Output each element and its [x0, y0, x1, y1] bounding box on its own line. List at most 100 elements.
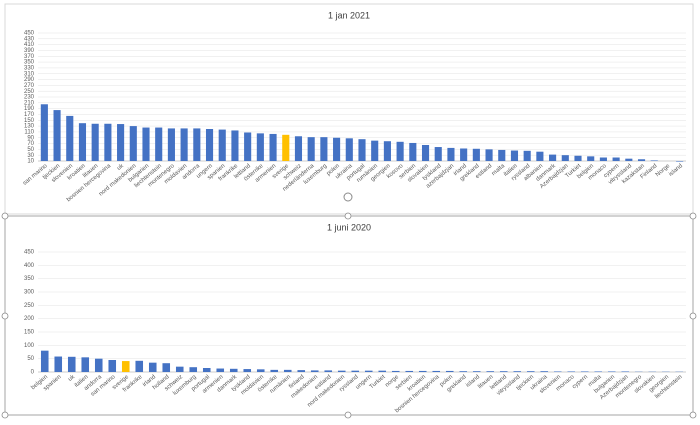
bar: [405, 370, 414, 372]
chart-frame-selected[interactable]: [4, 215, 694, 416]
bar: [486, 371, 495, 372]
y-tick-label: 170: [24, 112, 35, 118]
bar: [567, 371, 576, 372]
bar: [310, 370, 319, 372]
y-tick-label: 300: [24, 290, 35, 296]
bar: [561, 155, 569, 161]
bar: [40, 350, 49, 372]
bar: [108, 360, 117, 372]
x-tick-label: uk: [116, 163, 125, 172]
y-tick-label: 350: [24, 60, 35, 66]
bar: [135, 360, 144, 372]
bar: [189, 367, 198, 372]
y-tick-label: 110: [24, 129, 34, 135]
bar: [231, 130, 239, 161]
bar: [459, 371, 468, 372]
bar: [536, 151, 544, 161]
bar: [485, 149, 493, 161]
rotate-handle[interactable]: [343, 192, 353, 202]
x-tick-label: uk: [67, 374, 76, 383]
bar: [594, 371, 603, 372]
bar: [193, 128, 201, 161]
y-tick-label: 330: [24, 65, 35, 71]
bar: [650, 160, 658, 161]
bar: [498, 149, 506, 161]
y-tick-label: 250: [24, 89, 35, 95]
bar: [167, 128, 175, 161]
bar: [553, 371, 562, 372]
chart-title: 1 juni 2020: [327, 222, 371, 232]
bar: [282, 134, 290, 161]
bar: [351, 370, 360, 372]
y-tick-label: 370: [24, 54, 35, 60]
y-tick-label: 150: [24, 118, 35, 124]
bar: [256, 369, 265, 372]
bar: [202, 368, 211, 372]
y-tick-label: 290: [24, 77, 35, 83]
bar: [104, 123, 112, 161]
y-tick-label: 50: [27, 147, 34, 153]
y-tick-label: 430: [24, 36, 35, 42]
bar: [320, 137, 328, 161]
bar: [587, 156, 595, 161]
bar: [396, 141, 404, 161]
bar: [358, 139, 366, 161]
bar: [612, 157, 620, 161]
bar: [129, 126, 137, 161]
bar: [78, 123, 87, 161]
bar: [391, 370, 400, 372]
bar: [175, 366, 184, 372]
bar: [345, 138, 353, 161]
y-tick-label: 70: [27, 141, 34, 147]
bar: [625, 158, 633, 161]
bar: [40, 104, 48, 161]
bar: [607, 371, 616, 372]
bar: [324, 370, 333, 372]
bar: [371, 140, 379, 161]
bar: [337, 370, 346, 372]
bar: [53, 110, 61, 161]
bar: [54, 356, 63, 372]
y-tick-label: 400: [24, 263, 35, 269]
bar: [432, 370, 441, 372]
bar: [283, 369, 292, 372]
y-tick-label: 230: [24, 95, 35, 101]
bar: [297, 370, 306, 372]
bar: [269, 133, 277, 161]
bar: [574, 155, 582, 161]
bar: [445, 370, 454, 372]
y-tick-label: 390: [24, 48, 35, 54]
y-tick-label: 150: [24, 330, 35, 336]
bar: [205, 129, 214, 161]
bar: [121, 361, 130, 372]
y-tick-label: 350: [24, 276, 35, 282]
y-tick-label: 190: [24, 106, 35, 112]
bar: [216, 368, 225, 372]
y-tick-label: 90: [27, 135, 34, 141]
bar: [142, 127, 150, 161]
bar: [383, 141, 391, 161]
bar: [540, 371, 549, 372]
bar: [333, 137, 341, 161]
bar: [148, 362, 157, 372]
bar: [621, 371, 630, 372]
bar: [472, 148, 480, 161]
y-tick-label: 210: [24, 100, 35, 106]
bar: [472, 371, 481, 372]
bar: [218, 129, 226, 161]
bar: [243, 369, 252, 372]
bar: [66, 115, 74, 161]
bar: [67, 356, 76, 372]
y-tick-label: 130: [24, 124, 35, 130]
bar: [81, 357, 90, 372]
bar: [117, 124, 125, 161]
selection-handles[interactable]: [1, 212, 697, 419]
bar: [513, 371, 522, 372]
bar: [91, 123, 99, 161]
bar: [409, 142, 417, 161]
y-tick-label: 450: [24, 31, 35, 37]
bar: [447, 147, 455, 161]
bar: [155, 127, 163, 161]
